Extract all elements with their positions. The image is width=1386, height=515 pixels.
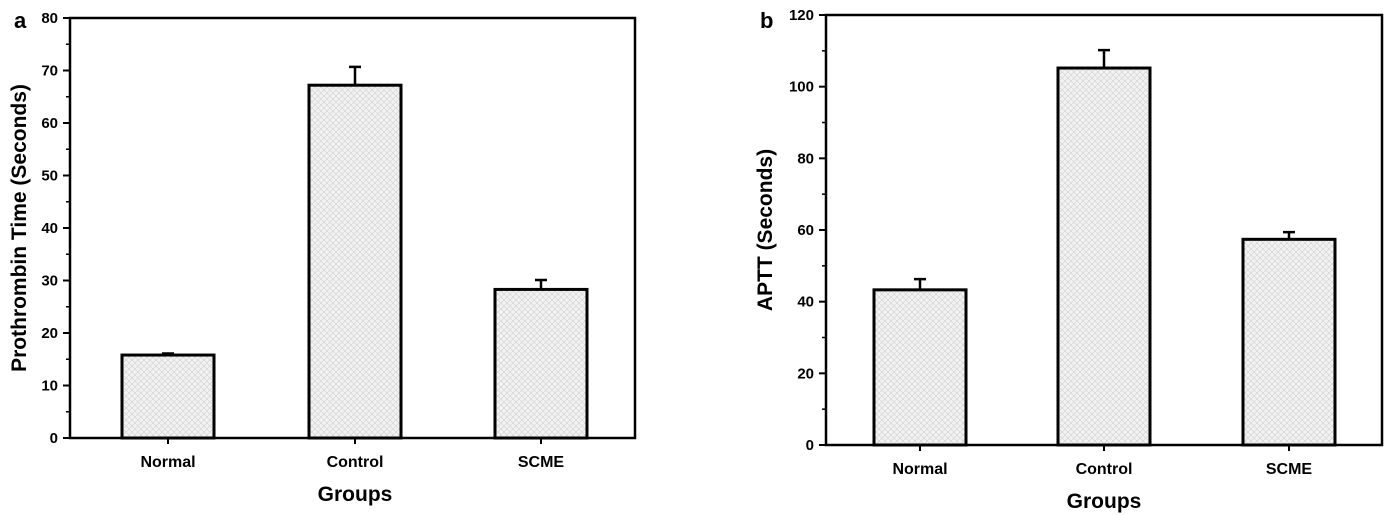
bar-control [307,83,403,440]
error-bar-control [349,65,361,86]
panel-a-y-tick-label: 20 [41,325,58,342]
panel-b-letter: b [760,8,773,33]
bar-normal [872,288,968,447]
panel-a-x-tick-label: Control [327,454,384,471]
panel-b-y-tick-label: 40 [797,294,814,311]
panel-b-y-tick-label: 80 [797,150,814,167]
panel-a-y-tick-label: 70 [41,63,58,80]
error-bar-normal [914,277,926,290]
error-bar-normal [162,352,174,356]
panel-b-y-tick-label: 20 [797,365,814,382]
panel-b-y-tick-label: 60 [797,222,814,239]
panel-a-y-tick-label: 60 [41,115,58,132]
bar-control [1056,66,1152,447]
panel-b-y-tick-label: 120 [789,7,814,24]
panel-b-y-tick-label: 0 [806,437,814,454]
panel-b-x-tick-label: Normal [892,461,947,478]
panel-a-y-tick-label: 30 [41,273,58,290]
panel-a-chart: a 0 10 20 30 40 50 60 70 80 Normal Control SCME Gr… [8,8,637,506]
panel-a-letter: a [14,8,27,33]
panel-b-x-axis-title: Groups [1067,490,1142,513]
panel-b-x-tick-labels: Normal Control SCME [892,445,1312,478]
error-bar-control [1098,48,1110,69]
panel-a-y-tick-label: 50 [41,168,58,185]
bar-normal [120,353,216,440]
panel-b-y-tick-label: 100 [789,79,814,96]
panel-a-y-ticks: 0 10 20 30 40 50 60 70 80 [41,10,70,447]
panel-a-bars [120,65,589,440]
panel-b-y-ticks: 0 20 40 60 80 100 120 [789,7,826,454]
panel-b-bars [872,48,1337,447]
panel-a-y-tick-label: 10 [41,378,58,395]
panel-a-x-tick-label: Normal [140,454,195,471]
panel-a-y-tick-label: 40 [41,220,58,237]
error-bar-scme [1283,230,1295,240]
panel-b-x-tick-label: Control [1076,461,1133,478]
panel-b-x-tick-label: SCME [1266,461,1313,478]
panel-a-y-axis-title: Prothrombin Time (Seconds) [8,84,31,372]
panel-a-x-tick-label: SCME [518,454,565,471]
panel-b-y-axis-title: APTT (Seconds) [754,149,777,311]
panel-a-x-tick-labels: Normal Control SCME [140,438,564,471]
panel-a-y-tick-label: 0 [50,430,58,447]
bar-scme [493,287,589,440]
error-bar-scme [535,278,547,290]
panel-a-y-tick-label: 80 [41,10,58,27]
bar-scme [1241,237,1337,447]
panel-b-chart: b 0 20 40 60 80 100 120 Normal Control SCME Grou… [754,7,1384,513]
panel-a-x-axis-title: Groups [318,483,393,506]
